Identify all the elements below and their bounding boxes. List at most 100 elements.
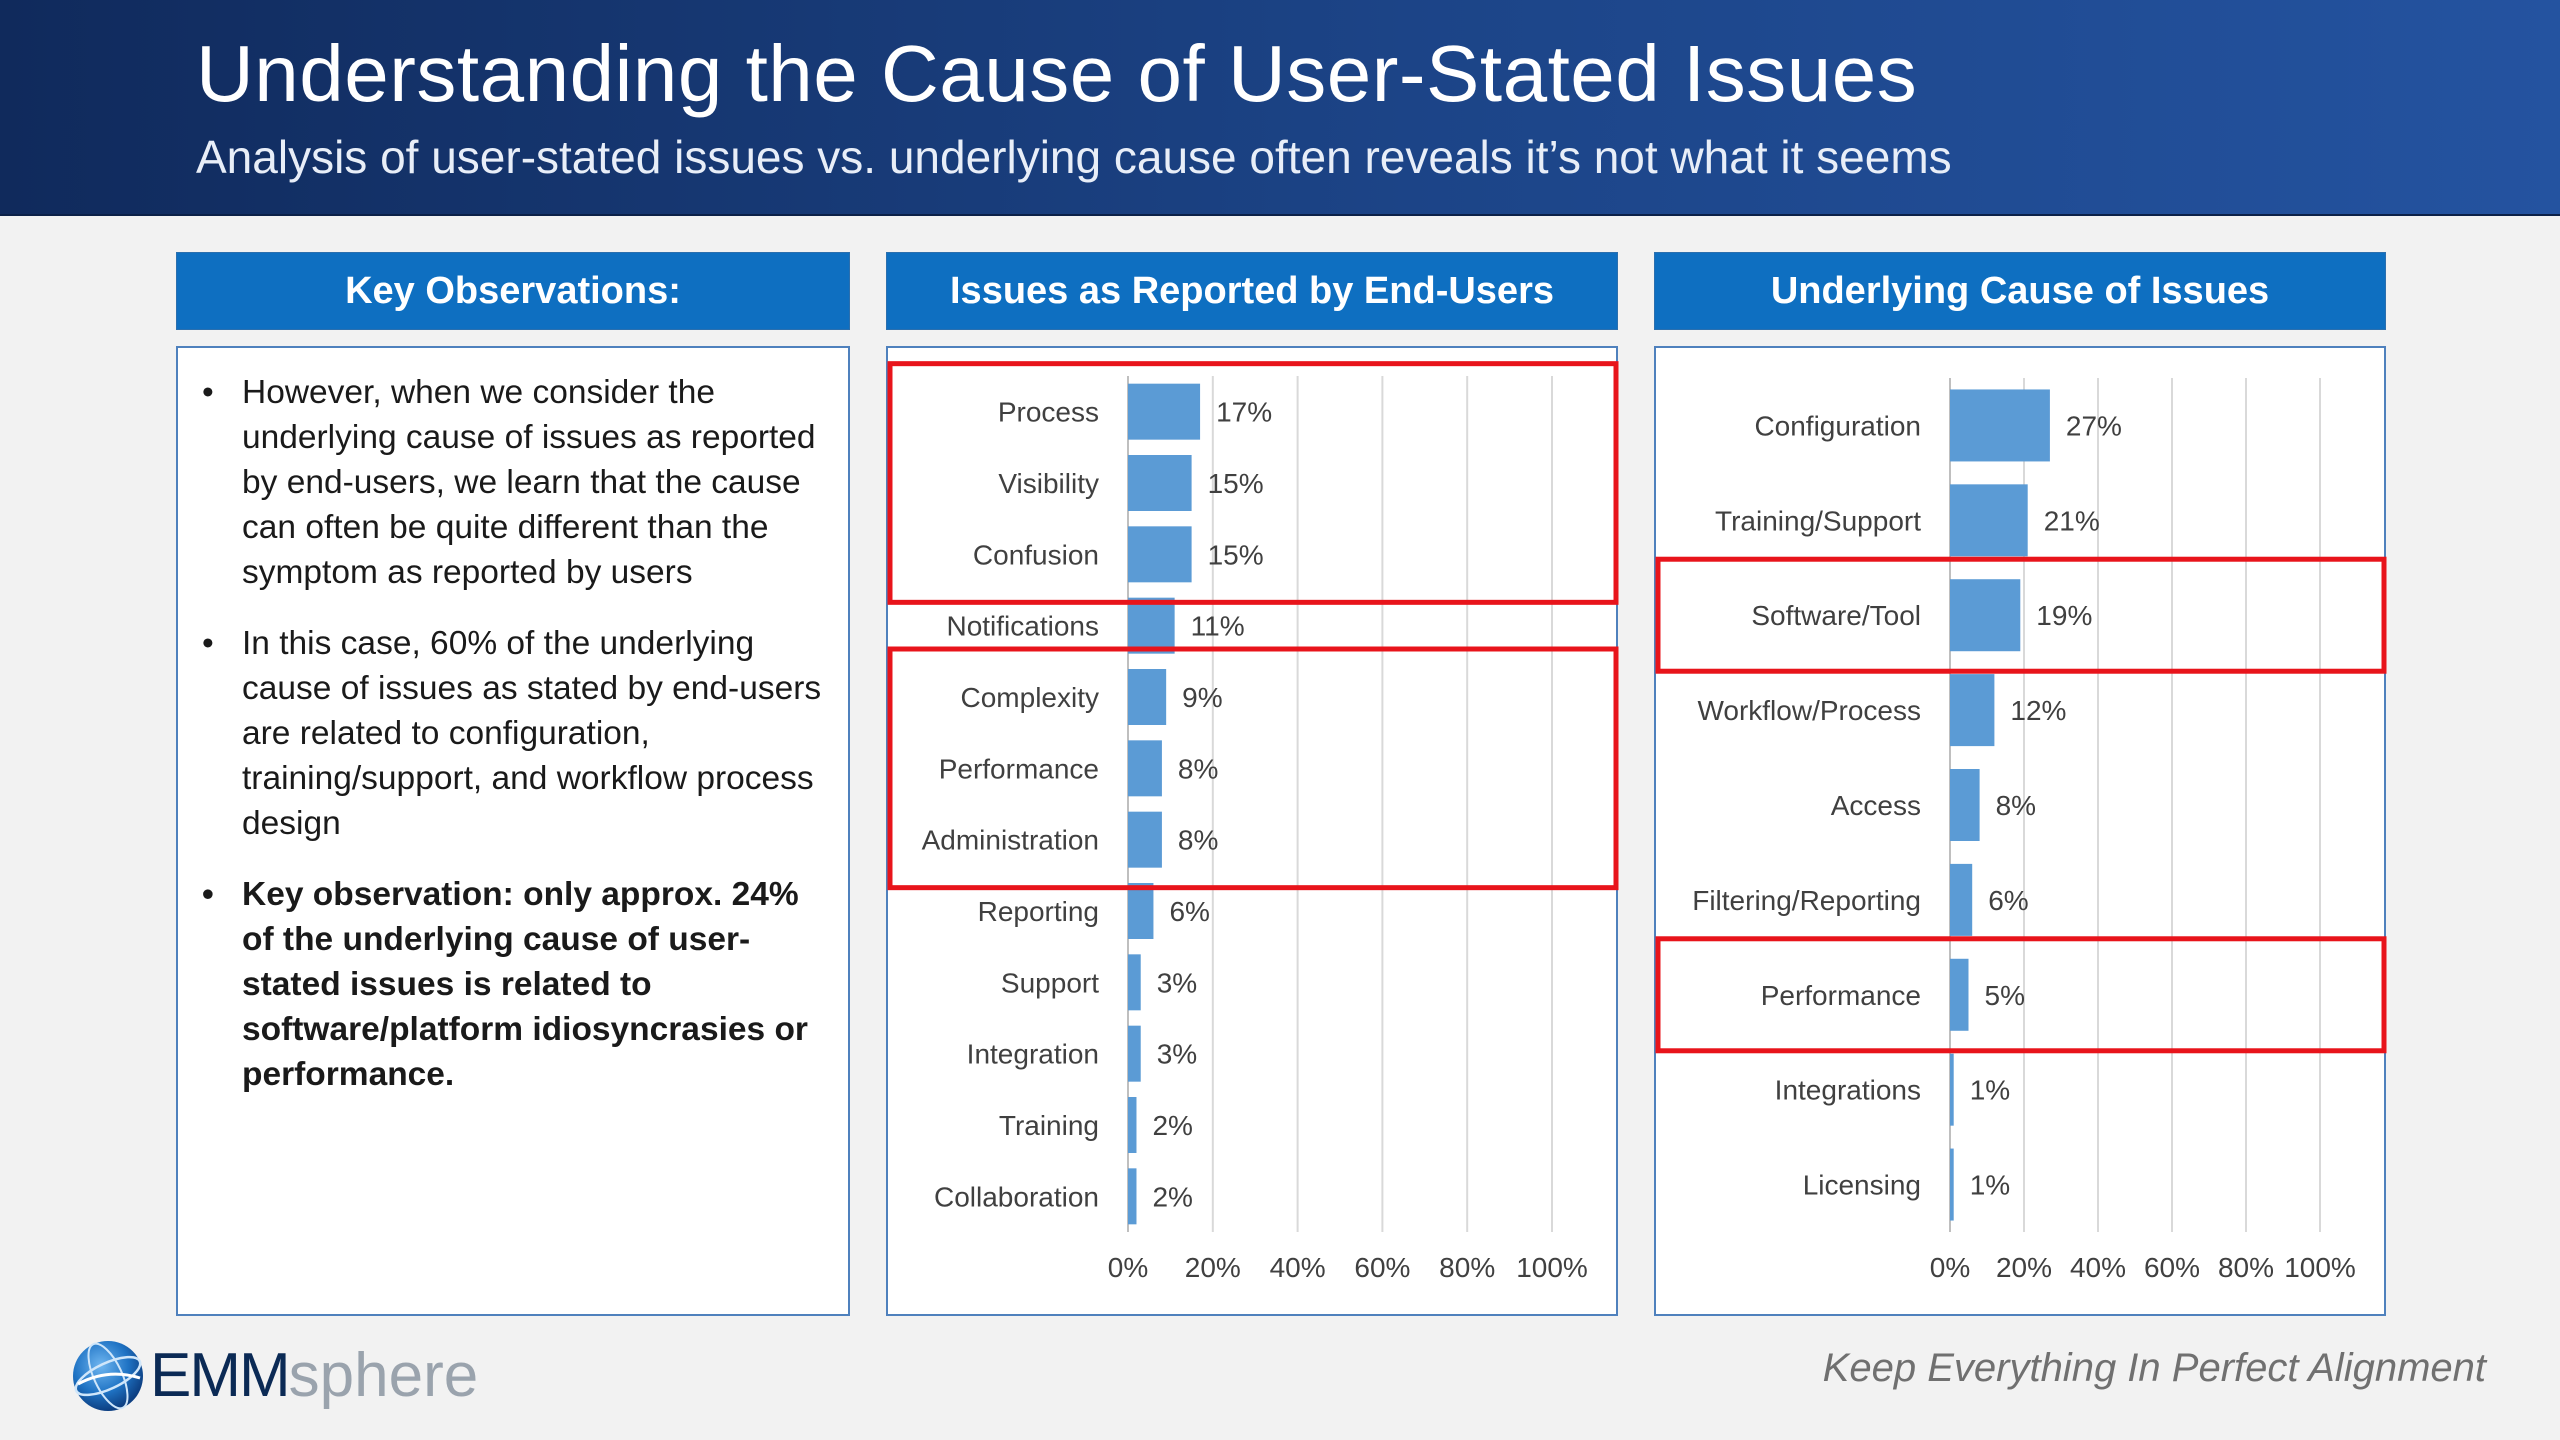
data-label: 2% [1152, 1181, 1192, 1212]
data-label: 8% [1178, 753, 1218, 784]
data-label: 1% [1970, 1170, 2010, 1201]
x-tick-label: 0% [1930, 1252, 1970, 1283]
category-label: Workflow/Process [1697, 695, 1921, 726]
slide-title: Understanding the Cause of User-Stated I… [196, 29, 1918, 118]
bar [1128, 383, 1201, 440]
logo-sphere: sphere [288, 1341, 479, 1410]
category-label: Training [999, 1110, 1099, 1141]
category-label: Access [1831, 790, 1921, 821]
chart1-panel: 0% 20% 40% 60% 80% 100% Process 17% Visibility 15… [886, 346, 1619, 1316]
category-label: Integrations [1775, 1075, 1921, 1106]
title-banner: Understanding the Cause of User-Stated I… [0, 0, 2560, 216]
data-label: 3% [1157, 1039, 1197, 1070]
bar [1950, 769, 1980, 841]
category-label: Integration [967, 1039, 1099, 1070]
x-tick-label: 100% [1516, 1252, 1588, 1283]
observations-list: However, when we consider the underlying… [186, 370, 830, 1097]
x-tick-label: 40% [1270, 1252, 1326, 1283]
observation-item-key: Key observation: only approx. 24% of the… [186, 872, 830, 1097]
x-tick-label: 80% [2218, 1252, 2274, 1283]
observation-item: In this case, 60% of the underlying caus… [186, 621, 830, 846]
chart-reported-issues: 0% 20% 40% 60% 80% 100% Process 17% Visibility 15… [887, 361, 1619, 1283]
highlight-box [887, 361, 1619, 605]
bar [1128, 669, 1167, 725]
category-label: Visibility [998, 468, 1099, 499]
highlight-box [887, 646, 1619, 891]
bar [1950, 579, 2021, 652]
category-label: Licensing [1803, 1170, 1921, 1201]
category-label: Collaboration [934, 1181, 1099, 1212]
data-label: 27% [2066, 410, 2122, 441]
category-label: Administration [922, 825, 1099, 856]
data-label: 11% [1191, 611, 1245, 642]
bar [1128, 1025, 1141, 1082]
category-label: Filtering/Reporting [1692, 885, 1921, 916]
data-label: 17% [1216, 397, 1272, 428]
chart1-heading: Issues as Reported by End-Users [886, 252, 1618, 330]
x-tick-label: 20% [1996, 1252, 2052, 1283]
bar [1128, 1097, 1137, 1153]
x-tick-label: 40% [2070, 1252, 2126, 1283]
bar [1950, 958, 1969, 1031]
data-label: 5% [1985, 980, 2025, 1011]
data-label: 1% [1970, 1075, 2010, 1106]
logo-wordmark: EMMsphere [150, 1340, 478, 1411]
observations-heading: Key Observations: [176, 252, 850, 330]
x-tick-label: 60% [1354, 1252, 1410, 1283]
data-label: 2% [1152, 1110, 1192, 1141]
category-label: Performance [939, 753, 1099, 784]
data-label: 19% [2036, 600, 2092, 631]
data-label: 6% [1988, 885, 2028, 916]
category-label: Performance [1761, 980, 1921, 1011]
chart2-panel: 0% 20% 40% 60% 80% 100% Configuration 27% Traini… [1654, 346, 2387, 1316]
x-tick-label: 20% [1185, 1252, 1241, 1283]
bar [1950, 863, 1973, 936]
category-label: Configuration [1754, 410, 1921, 441]
globe-icon [73, 1341, 143, 1411]
highlight-box [1655, 936, 2387, 1054]
highlight-box [1655, 556, 2387, 674]
bar [1128, 954, 1141, 1011]
x-tick-label: 60% [2144, 1252, 2200, 1283]
category-label: Support [1001, 967, 1099, 998]
bar [1128, 597, 1175, 654]
category-label: Confusion [973, 539, 1099, 570]
data-label: 9% [1182, 682, 1222, 713]
category-label: Training/Support [1715, 505, 1921, 536]
bar [1128, 526, 1192, 583]
x-tick-label: 80% [1439, 1252, 1495, 1283]
x-tick-label: 100% [2284, 1252, 2356, 1283]
bar [1128, 740, 1162, 797]
x-tick-label: 0% [1108, 1252, 1148, 1283]
category-label: Reporting [978, 896, 1099, 927]
bar [1950, 389, 2050, 462]
category-label: Software/Tool [1751, 600, 1921, 631]
category-label: Process [998, 397, 1099, 428]
chart2-heading: Underlying Cause of Issues [1654, 252, 2386, 330]
bar [1128, 455, 1192, 511]
bar [1950, 484, 2028, 557]
logo-emm: EMM [150, 1341, 291, 1410]
data-label: 8% [1178, 825, 1218, 856]
slide-subtitle: Analysis of user-stated issues vs. under… [196, 131, 1952, 183]
category-label: Complexity [961, 682, 1099, 713]
bar [1128, 1168, 1137, 1225]
bar [1950, 674, 1995, 747]
data-label: 15% [1208, 539, 1264, 570]
data-label: 21% [2044, 505, 2100, 536]
data-label: 8% [1996, 790, 2036, 821]
category-label: Notifications [946, 611, 1099, 642]
tagline: Keep Everything In Perfect Alignment [1822, 1346, 2486, 1390]
data-label: 15% [1208, 468, 1264, 499]
data-label: 12% [2010, 695, 2066, 726]
bar [1128, 883, 1154, 939]
bar [1128, 811, 1162, 868]
bar [1950, 1053, 1954, 1126]
observations-panel: However, when we consider the underlying… [176, 346, 850, 1316]
data-label: 6% [1169, 896, 1209, 927]
emmsphere-logo: EMMsphere [70, 1330, 490, 1420]
bar [1950, 1148, 1954, 1221]
observation-item: However, when we consider the underlying… [186, 370, 830, 595]
chart-underlying-causes: 0% 20% 40% 60% 80% 100% Configuration 27% Traini… [1655, 378, 2387, 1283]
data-label: 3% [1157, 967, 1197, 998]
